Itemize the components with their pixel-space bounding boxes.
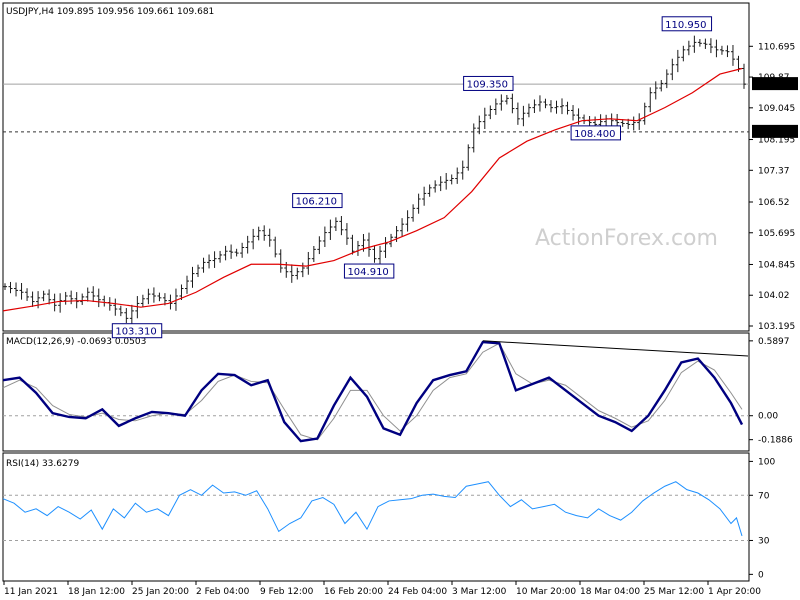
price-ytick-label: 110.695 [758, 42, 795, 52]
macd-panel-frame [2, 332, 750, 452]
annotation-label: 110.950 [665, 20, 706, 31]
annotation-box [343, 263, 395, 279]
price-ytick-label: 108.195 [758, 136, 795, 146]
price-ytick-label: 104.02 [758, 291, 790, 301]
x-tick-label: 1 Apr 20:00 [708, 587, 761, 597]
annotation-label: 109.350 [467, 79, 508, 90]
annotation-label: 104.910 [347, 267, 388, 278]
level-tag-box [752, 124, 798, 138]
annotation-box [661, 16, 713, 32]
annotation-label: 103.310 [115, 327, 156, 338]
macd-ytick-label: 0.00 [758, 412, 778, 422]
x-axis: 11 Jan 2021 18 Jan 12:00 25 Jan 20:00 2 Feb… [3, 581, 761, 597]
rsi-ytick-label: 100 [758, 457, 775, 467]
price-layer: 103.195 104.02 104.845 105.695 106.52 107.37 1… [2, 16, 798, 339]
x-tick-label: 3 Mar 12:00 [452, 587, 507, 597]
annotation-box [570, 125, 621, 141]
price-ytick-label: 105.695 [758, 229, 795, 239]
x-tick-label: 11 Jan 2021 [4, 587, 58, 597]
current-price-tag-label: 109.681 [755, 80, 792, 90]
watermark: ActionForex.com [535, 226, 718, 251]
macd-ytick-label: 0.5897 [758, 337, 790, 347]
price-ytick-label: 104.845 [758, 260, 795, 270]
annotation-label: 106.210 [296, 197, 337, 208]
macd-ytick-label: -0.1886 [758, 436, 793, 446]
annotation-box [111, 323, 163, 339]
rsi-ytick-label: 30 [758, 536, 770, 546]
price-ytick-label: 109.045 [758, 104, 795, 114]
annotation-box [292, 193, 343, 209]
x-tick-label: 25 Mar 12:00 [644, 587, 704, 597]
price-ytick-label: 103.195 [758, 322, 795, 332]
x-tick-label: 2 Feb 04:00 [196, 587, 250, 597]
price-header: USDJPY,H4 109.895 109.956 109.661 109.68… [6, 7, 214, 17]
macd-line [2, 340, 744, 443]
macd-trendline [482, 340, 749, 357]
moving-average-line [2, 67, 743, 312]
rsi-header: RSI(14) 33.6279 [6, 459, 79, 469]
macd-signal-line [2, 342, 743, 441]
price-ytick-label: 106.52 [758, 198, 790, 208]
macd-header: MACD(12,26,9) -0.0693 0.0503 [6, 337, 146, 347]
price-panel-frame [2, 2, 750, 332]
macd-layer: 0.5897 0.00 -0.1886 [2, 337, 793, 446]
rsi-line [2, 481, 743, 537]
annotation-box [463, 75, 514, 91]
x-tick-label: 9 Feb 12:00 [260, 587, 314, 597]
rsi-layer: 100 70 30 0 [2, 457, 775, 580]
x-tick-label: 16 Feb 20:00 [324, 587, 383, 597]
price-ytick-label: 107.37 [758, 166, 790, 176]
x-tick-label: 18 Jan 12:00 [68, 587, 125, 597]
level-tag-label: 108.400 [755, 128, 792, 138]
x-tick-label: 24 Feb 04:00 [388, 587, 447, 597]
rsi-ytick-label: 0 [758, 570, 764, 580]
x-tick-label: 18 Mar 04:00 [580, 587, 640, 597]
current-price-tag-box [752, 77, 798, 91]
x-tick-label: 25 Jan 20:00 [132, 587, 189, 597]
rsi-ytick-label: 70 [758, 491, 770, 501]
annotation-label: 108.400 [574, 129, 615, 140]
rsi-panel-frame [2, 452, 750, 582]
x-tick-label: 10 Mar 20:00 [516, 587, 576, 597]
